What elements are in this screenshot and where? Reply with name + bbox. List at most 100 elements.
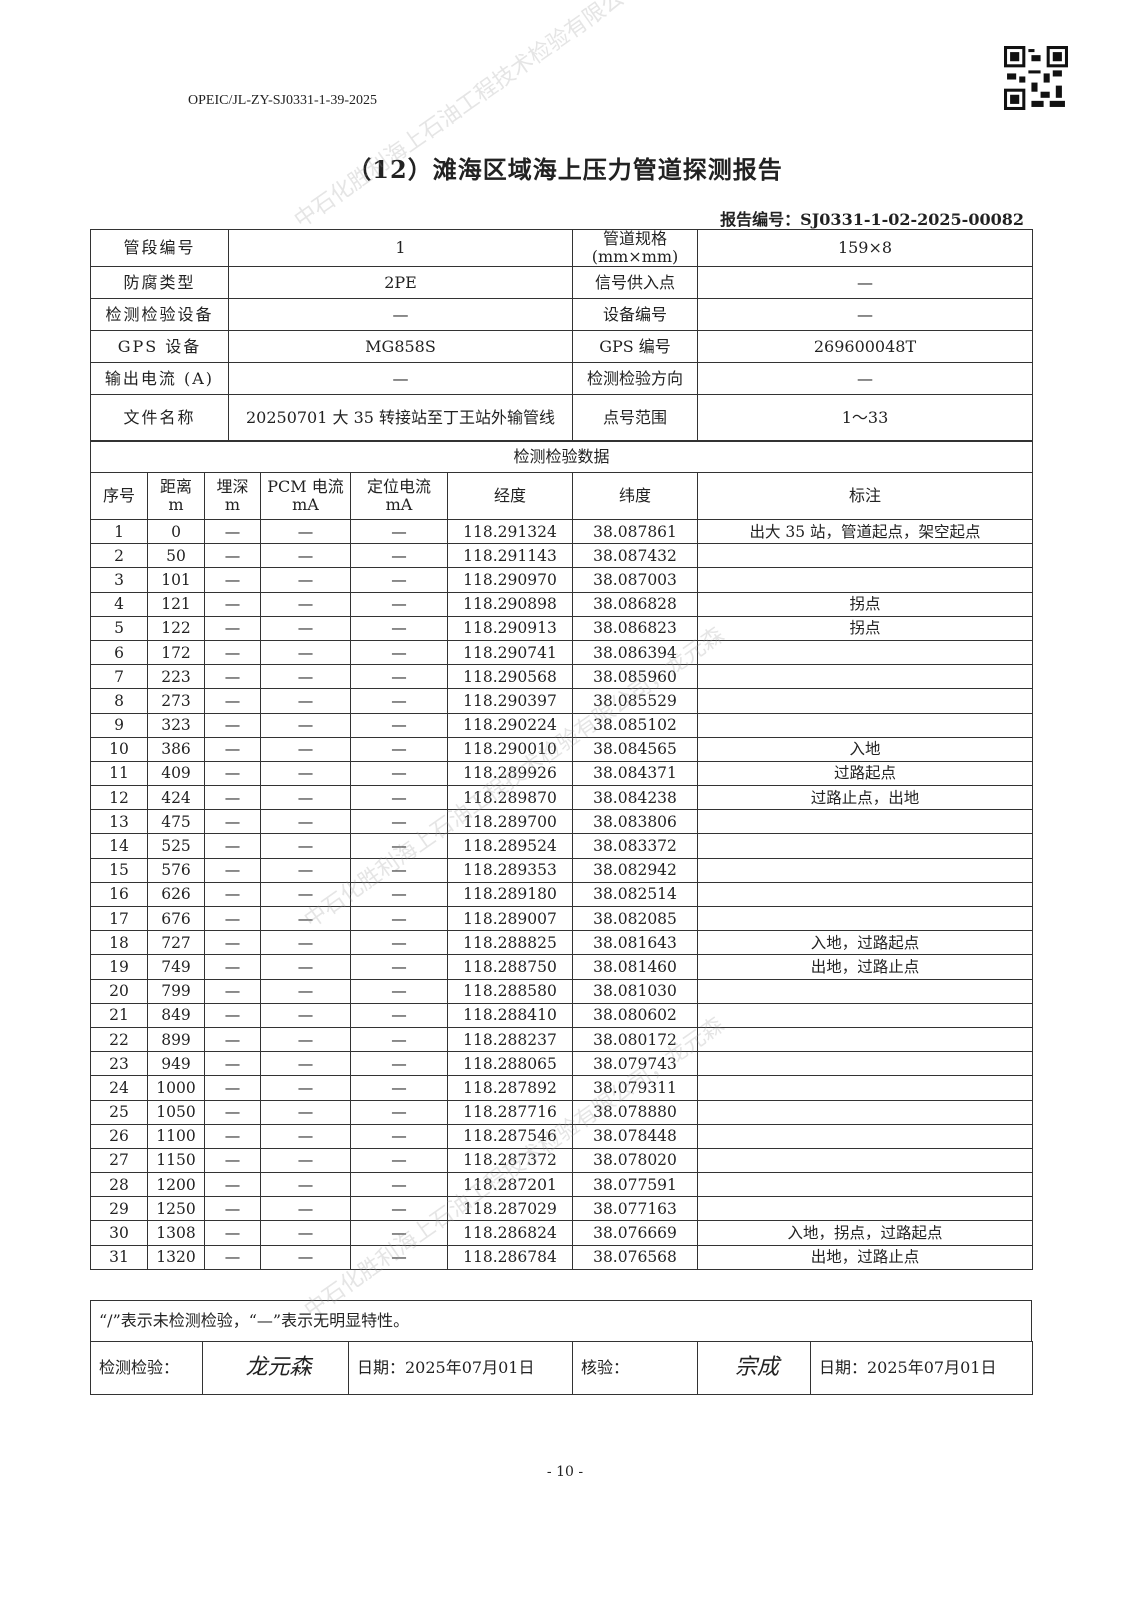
table-cell: — [350, 615, 448, 641]
info-value: — [228, 362, 573, 395]
table-cell: — [350, 809, 448, 835]
table-cell: 50 [147, 543, 205, 569]
info-value: — [697, 362, 1033, 395]
table-cell [696, 809, 1034, 835]
table-cell: — [260, 1051, 351, 1077]
table-cell: — [350, 760, 448, 787]
column-header: 序号 [90, 472, 148, 520]
table-cell: 118.289926 [447, 760, 573, 787]
table-cell: 38.083806 [572, 809, 698, 835]
table-cell: — [260, 1002, 351, 1028]
table-cell: — [204, 954, 261, 980]
table-cell: — [350, 1244, 448, 1270]
table-cell: — [260, 1172, 351, 1198]
info-value: — [697, 298, 1033, 331]
table-cell: — [260, 688, 351, 714]
watermark: 中石化胜利海上石油工程技术检验有限公司，龙元森 [290, 0, 719, 234]
table-cell: — [204, 1220, 261, 1246]
table-cell: — [350, 930, 448, 956]
table-cell [696, 639, 1034, 666]
table-cell: 38.078880 [572, 1099, 698, 1125]
table-cell: — [260, 543, 351, 569]
info-value: MG858S [228, 330, 573, 363]
table-cell: — [204, 1099, 261, 1125]
table-cell: — [204, 978, 261, 1004]
page-title: （12）滩海区域海上压力管道探测报告 [347, 155, 783, 184]
table-cell: 118.289007 [447, 905, 573, 932]
table-cell: — [204, 1147, 261, 1174]
table-cell: 38.076669 [572, 1220, 698, 1246]
table-cell: 38.082085 [572, 905, 698, 932]
table-cell [696, 1196, 1034, 1222]
table-cell: 949 [147, 1051, 205, 1077]
table-cell: 172 [147, 639, 205, 666]
table-cell: — [204, 591, 261, 617]
table-cell: — [350, 1147, 448, 1174]
table-cell: 1100 [147, 1123, 205, 1149]
table-cell: 118.287716 [447, 1099, 573, 1125]
table-cell: 1000 [147, 1075, 205, 1101]
table-row: 2 50— — —118.291143 38.087432 [90, 543, 1034, 569]
table-cell: — [350, 543, 448, 569]
table-row: 28 1200— — —118.287201 38.077591 [90, 1172, 1034, 1198]
table-cell: 118.289180 [447, 881, 573, 908]
table-cell: 749 [147, 954, 205, 980]
table-cell: 0 [147, 518, 205, 545]
table-cell: — [204, 736, 261, 762]
table-cell: 拐点 [696, 591, 1034, 617]
table-cell: — [260, 1123, 351, 1149]
column-header: 定位电流 mA [350, 472, 448, 520]
info-value: 20250701 大 35 转接站至丁王站外输管线 [228, 394, 573, 442]
inspect-date: 日期：2025年07月01日 [348, 1341, 573, 1395]
section-title: 检测检验数据 [89, 440, 1034, 473]
table-cell: 118.287546 [447, 1123, 573, 1149]
column-header: 标注 [696, 472, 1034, 520]
table-cell: 118.287201 [447, 1172, 573, 1198]
info-row: 管段编号 1 管道规格(mm×mm) 159×8 [90, 229, 1033, 267]
table-cell: 118.288580 [447, 978, 573, 1004]
table-cell: — [204, 809, 261, 835]
table-cell: 273 [147, 688, 205, 714]
table-cell [696, 567, 1034, 593]
info-label: 管道规格(mm×mm) [572, 229, 698, 267]
table-cell: 1050 [147, 1099, 205, 1125]
table-cell [696, 1147, 1034, 1174]
pipeline-info-table: 管段编号 1 管道规格(mm×mm) 159×8 防腐类型 2PE 信号供入点 — 检测检验设备… [90, 229, 1033, 442]
table-cell: 118.287029 [447, 1196, 573, 1222]
table-row: 18 727— — —118.288825 38.081643 入地，过路起点 [90, 930, 1034, 956]
table-row: 30 1308— — —118.286824 38.076669 入地，拐点，过路起点 [90, 1220, 1034, 1246]
table-cell [696, 1172, 1034, 1198]
info-row: 文件名称 20250701 大 35 转接站至丁王站外输管线 点号范围 1～33 [90, 394, 1033, 442]
table-cell: 24 [90, 1075, 148, 1101]
table-row: 23 949— — —118.288065 38.079743 [90, 1051, 1034, 1077]
table-cell: — [260, 857, 351, 883]
table-cell: 118.291143 [447, 543, 573, 569]
table-row: 22 899— — —118.288237 38.080172 [90, 1026, 1034, 1053]
table-row: 10 386— — —118.290010 38.084565 入地 [90, 736, 1034, 762]
table-cell: 14 [90, 833, 148, 859]
table-cell: — [204, 881, 261, 908]
table-cell: 38.077163 [572, 1196, 698, 1222]
table-cell: 223 [147, 664, 205, 690]
table-cell: 899 [147, 1026, 205, 1053]
info-row: 防腐类型 2PE 信号供入点 — [90, 266, 1033, 299]
table-cell: 38.087003 [572, 567, 698, 593]
info-row: GPS 设备 MG858S GPS 编号 269600048T [90, 330, 1033, 363]
table-row: 25 1050— — —118.287716 38.078880 [90, 1099, 1034, 1125]
table-cell: — [204, 760, 261, 787]
table-cell: — [204, 664, 261, 690]
table-row: 11 409— — —118.289926 38.084371 过路起点 [90, 760, 1034, 787]
info-value: 269600048T [697, 330, 1033, 363]
info-label: 点号范围 [572, 394, 698, 442]
table-cell: 8 [90, 688, 148, 714]
table-cell: 38.082942 [572, 857, 698, 883]
info-label: 管段编号 [90, 229, 229, 267]
table-cell: 323 [147, 712, 205, 738]
table-cell: 1250 [147, 1196, 205, 1222]
table-cell [696, 543, 1034, 569]
table-cell: — [204, 833, 261, 859]
table-cell: 12 [90, 785, 148, 811]
table-row: 31 1320— — —118.286784 38.076568 出地，过路止点 [90, 1244, 1034, 1270]
table-cell: 入地 [696, 736, 1034, 762]
table-cell: 849 [147, 1002, 205, 1028]
